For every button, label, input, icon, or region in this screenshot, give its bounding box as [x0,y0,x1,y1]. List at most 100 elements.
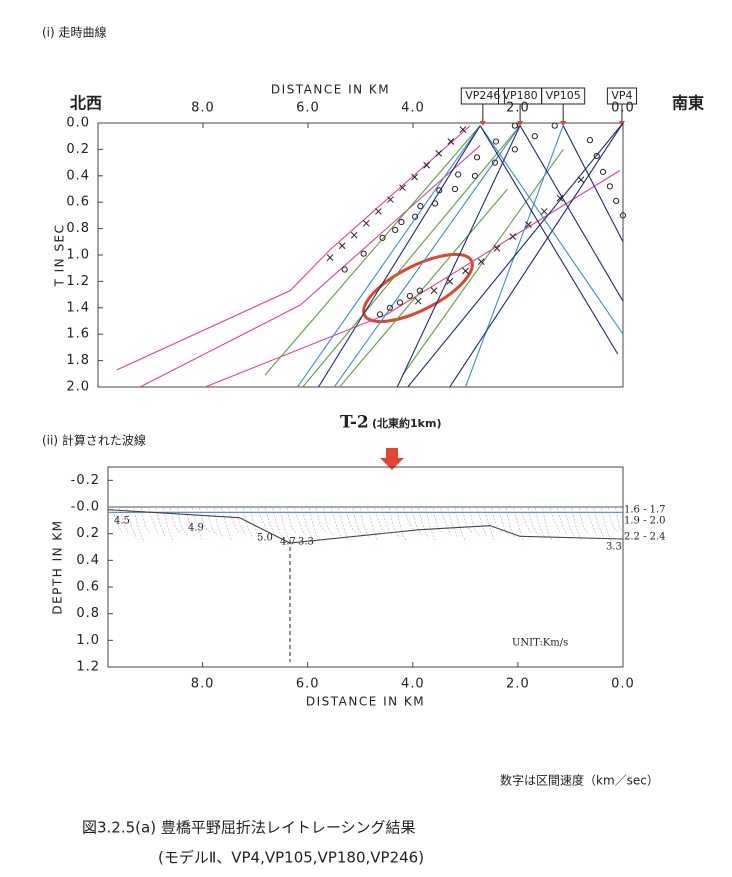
circle-point [417,203,424,210]
circle-point [599,168,607,175]
y-tick-label: 1.2 [76,660,100,675]
circle-point [492,138,500,145]
arrow [380,448,404,470]
circle-point [412,213,419,220]
y-axis-label: T IN SEC [53,223,67,287]
ray [389,507,400,539]
circle-point [619,212,627,219]
plot-frame [97,122,624,388]
plot-frame [107,466,624,668]
ray [352,507,364,536]
ray [535,507,546,539]
ray [126,507,137,539]
direction-label: 北西 [70,94,102,113]
ray [184,507,196,539]
ray [571,507,583,542]
station-marker [517,121,524,126]
ray [301,507,313,539]
circle-point [491,159,498,166]
ray [447,507,459,539]
velocity-label: 3.3 [298,537,314,548]
x-tick-label: 0.0 [611,677,635,692]
y-tick-label: 2.0 [66,380,90,395]
line [204,170,621,388]
cross-point [411,173,418,181]
unit-label: UNIT:Km/s [512,638,568,649]
circle-point [455,171,462,178]
line [333,125,521,388]
circle-point [606,183,613,190]
station-marker [479,121,486,126]
x-tick-label: 2.0 [506,101,530,116]
ray [520,507,532,533]
ray [338,507,349,542]
circle-point [471,172,479,179]
y-tick-label: 1.6 [66,327,90,342]
circle-point [386,304,393,311]
y-tick-label: 1.2 [66,274,90,289]
y-tick-label: -0.0 [71,500,100,515]
x-tick-label: 4.0 [401,101,425,116]
ray [206,507,218,536]
ray [279,507,291,542]
ray [564,507,575,539]
ray [221,507,232,542]
cross-point [435,150,443,157]
highlight-ellipse [362,252,474,324]
circle-point [396,299,403,306]
y-tick-label: 0.6 [76,580,100,595]
ray [192,507,203,542]
cross-point [447,138,455,145]
layer-label: 1.9 - 2.0 [624,516,666,527]
y-tick-label: 1.4 [66,300,90,315]
circle-point [360,250,367,257]
cross-point [509,233,517,240]
circle-point [511,122,518,129]
cross-point [577,176,585,184]
circle-point [406,292,413,300]
layer-label: 1.6 - 1.7 [624,505,666,516]
cross-point [462,267,469,275]
x-axis-label: DISTANCE IN KM [306,695,425,709]
line [562,125,624,243]
circle-point [551,122,558,129]
y-tick-label: 0.8 [66,221,90,236]
line [139,145,481,388]
station-marker [560,121,567,126]
station-label: VP246 [465,89,500,102]
cross-point [374,208,382,215]
ray [491,507,502,533]
circle-point [416,287,423,294]
x-tick-label: 8.0 [191,677,215,692]
x-tick-label: 2.0 [506,677,530,692]
ray [316,507,327,533]
circle-point [398,218,405,226]
line [402,149,564,376]
ray [454,507,466,542]
ray [119,507,130,536]
ray [162,507,174,542]
ray [330,507,342,539]
circle-point [341,266,348,273]
line [302,125,521,388]
station-label: VP105 [546,89,581,102]
y-tick-label: 0.0 [66,116,90,131]
cross-point [423,161,431,169]
line [396,125,521,388]
note: 数字は区間速度（km／sec） [500,773,659,788]
velocity-label: 5.0 [257,533,273,544]
section-label: (i) 走時曲線 [42,25,107,40]
line [479,125,619,355]
circle-point [593,152,600,160]
ray [462,507,473,533]
ray [374,507,386,533]
ray [440,507,451,536]
cross-point [556,194,564,202]
ray [411,507,422,536]
line [264,125,481,376]
line [318,125,481,388]
ray [148,507,159,536]
ray [308,507,320,542]
line [519,125,624,302]
